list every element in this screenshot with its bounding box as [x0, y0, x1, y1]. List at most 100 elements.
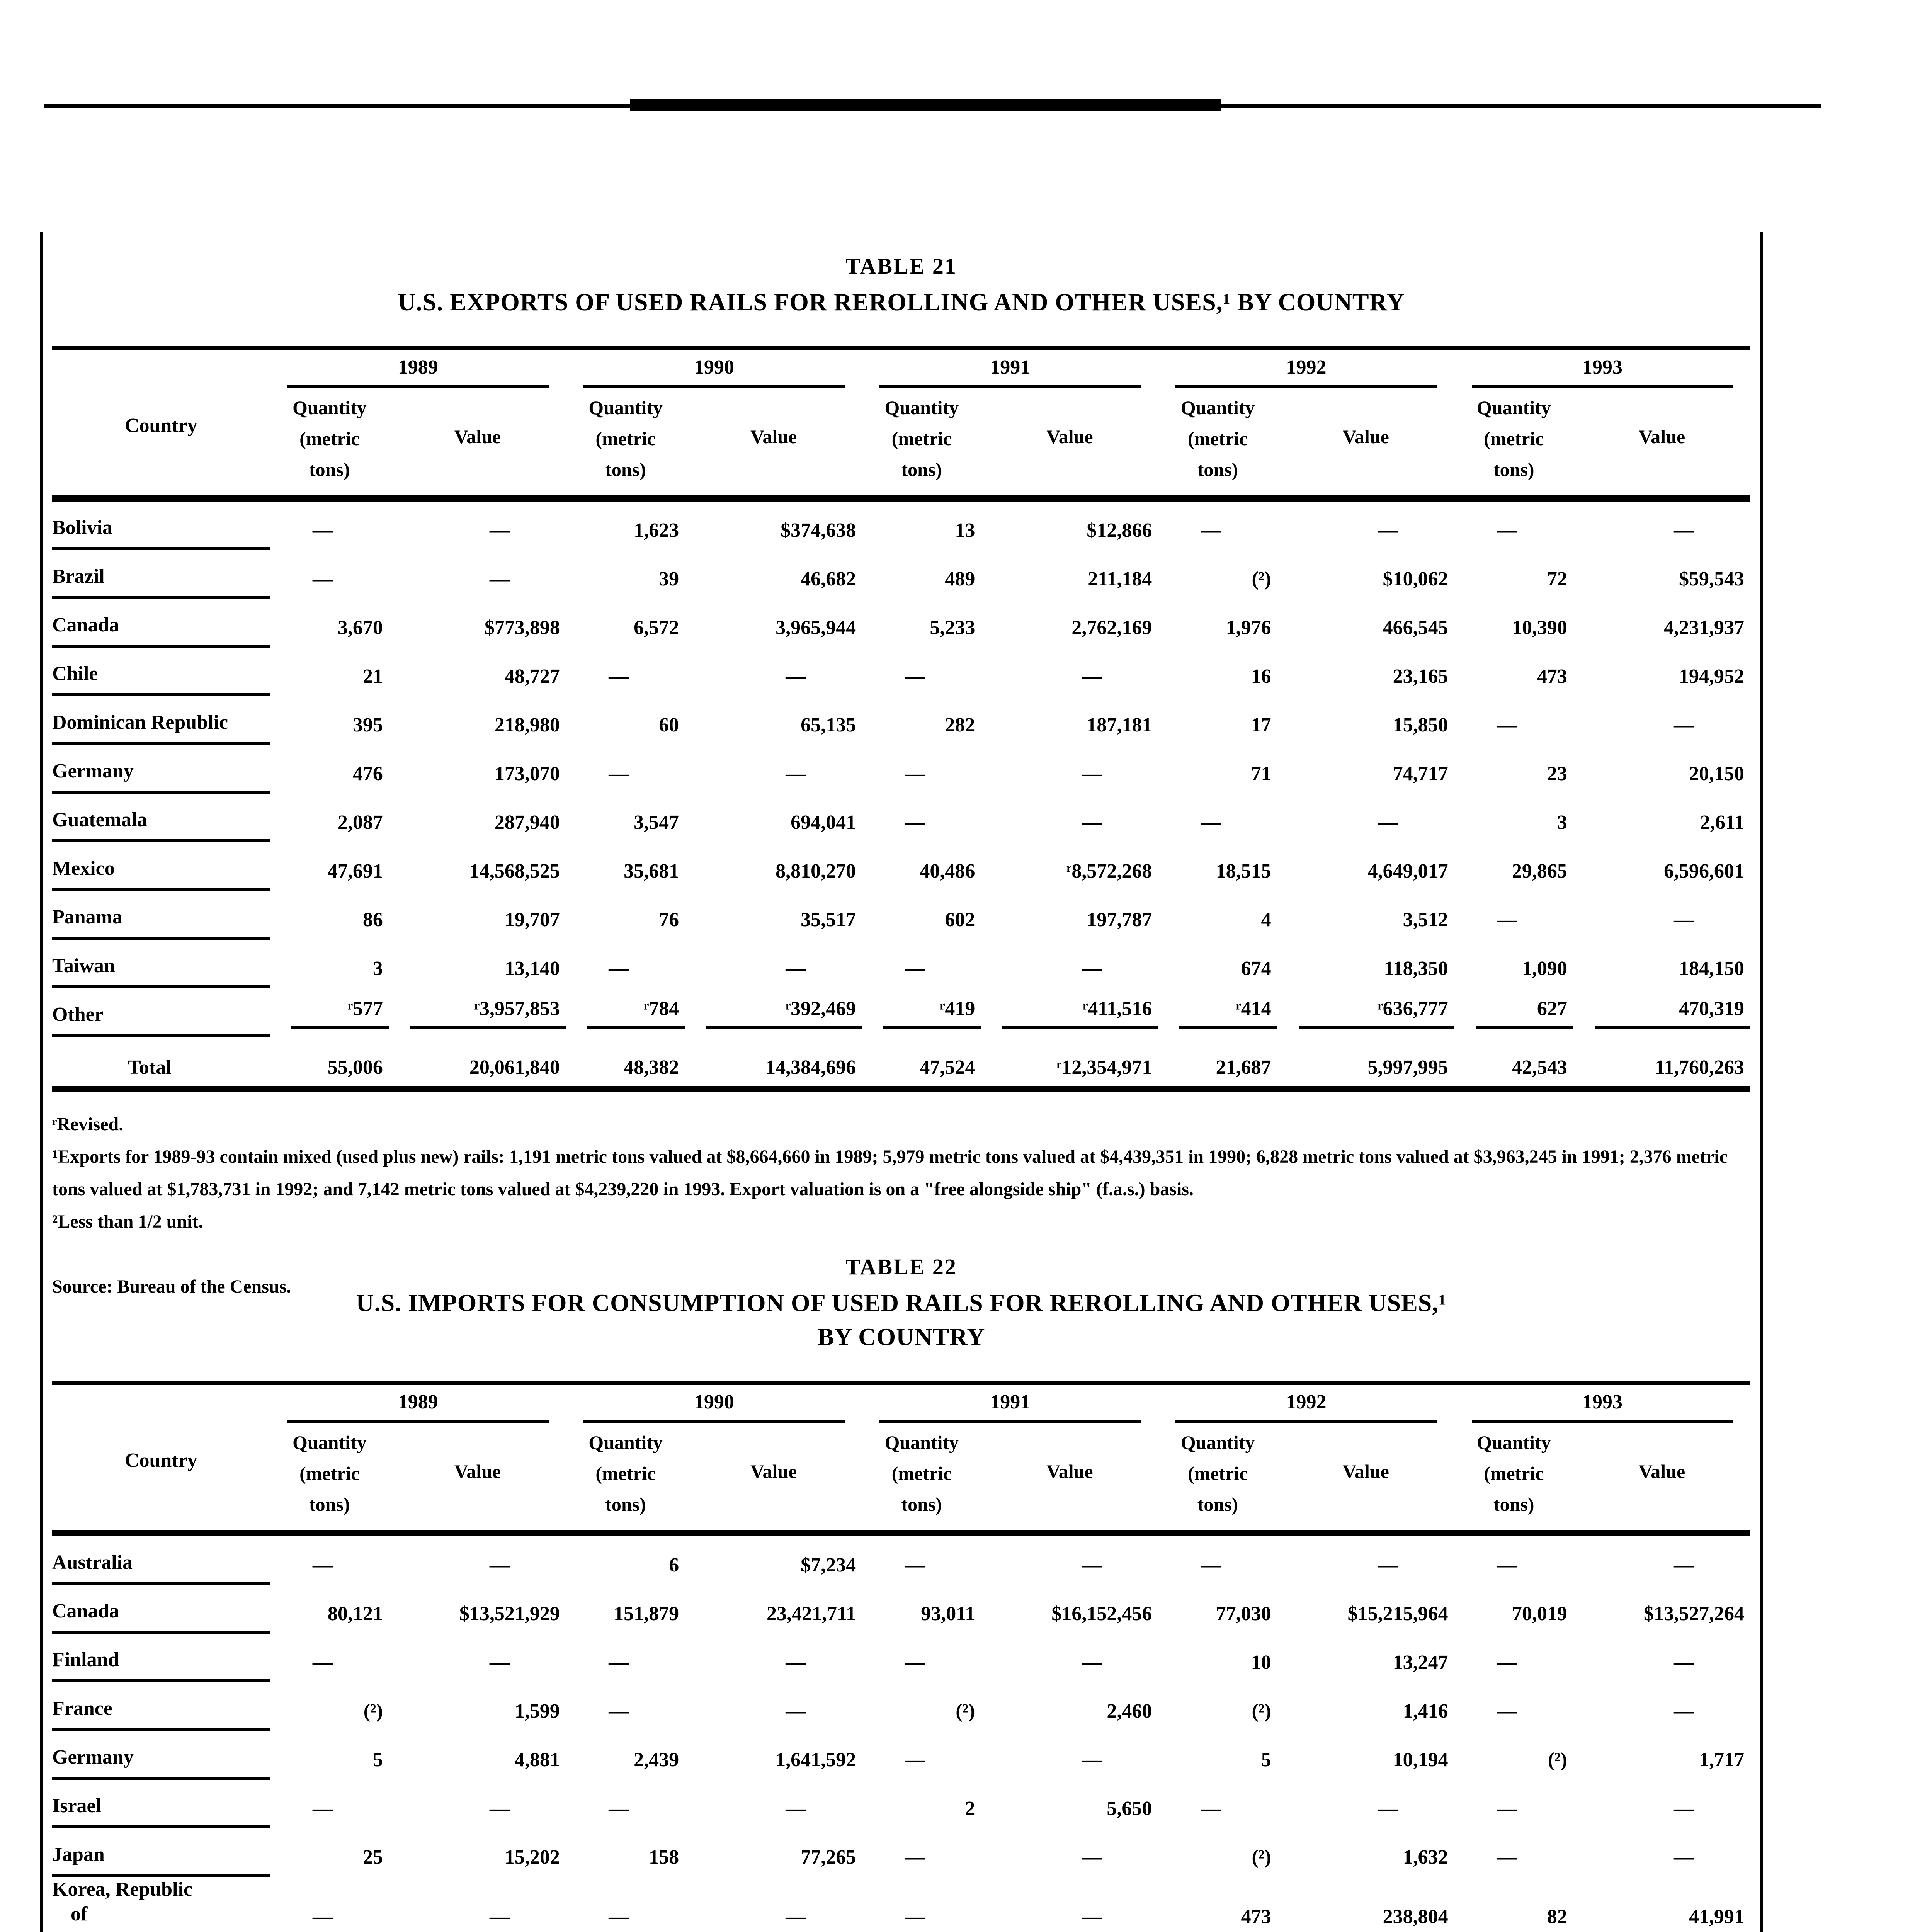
cell-text: ʳ392,469: [706, 997, 862, 1029]
value-cell: 5: [270, 1730, 389, 1778]
cell-text: —: [786, 1906, 806, 1928]
value-cell: ʳ414: [1158, 987, 1277, 1036]
value-cell: 2,611: [1573, 792, 1750, 841]
country-line: Dominican Republic: [52, 711, 228, 733]
cell-text: —: [312, 568, 333, 590]
cell-text: —: [905, 1846, 925, 1868]
cell-text: —: [1497, 519, 1517, 541]
country-cell: Israel: [52, 1778, 270, 1828]
value-cell: —: [1573, 1681, 1750, 1730]
year-header: 1993: [1454, 349, 1750, 388]
cell-text: 25: [362, 1846, 383, 1868]
year-label: 1993: [1471, 1391, 1733, 1423]
cell-text: 6,572: [634, 617, 679, 639]
value-cell: —: [1454, 695, 1573, 743]
quantity-header-line: Quantity: [884, 397, 959, 418]
cell-text: (²): [1252, 1700, 1271, 1722]
value-cell: $16,152,456: [981, 1583, 1158, 1632]
cell-text: 218,980: [494, 714, 560, 736]
table-row: Dominican Republic 395 218,980 60 65,135 282 1…: [52, 695, 1750, 745]
cell-text: —: [905, 763, 925, 785]
value-cell: 194,952: [1573, 646, 1750, 695]
column-header-quantity: Quantity (metric tons): [1454, 388, 1573, 502]
value-cell: 5,650: [981, 1778, 1158, 1827]
table-header: Country 1989 1990 1991 1992 1993 Quantity (metr…: [52, 1383, 1750, 1536]
value-cell: —: [566, 1778, 685, 1827]
value-cell: —: [270, 1533, 389, 1584]
country-line: Other: [52, 1003, 104, 1026]
cell-text: 48,382: [624, 1056, 679, 1078]
cell-text: —: [905, 1554, 925, 1576]
value-cell: 1,416: [1277, 1681, 1454, 1730]
value-cell: 2,460: [981, 1681, 1158, 1730]
country-cell: Guatemala: [52, 792, 270, 842]
top-horizontal-rule-thick-segment: [630, 99, 1221, 111]
cell-text: 16: [1251, 665, 1271, 687]
title-line: U.S. IMPORTS FOR CONSUMPTION OF USED RAI…: [356, 1289, 1447, 1316]
cell-text: 395: [352, 714, 383, 736]
value-cell: 3: [270, 938, 389, 987]
value-cell: 80,121: [270, 1583, 389, 1632]
cell-text: —: [609, 957, 629, 980]
value-cell: —: [862, 938, 981, 987]
cell-text: —: [312, 1798, 333, 1820]
value-cell: 238,804: [1277, 1876, 1454, 1932]
value-cell: 282: [862, 695, 981, 743]
quantity-header-line: Quantity: [1476, 397, 1551, 418]
cell-text: 466,545: [1383, 617, 1448, 639]
cell-text: 1,976: [1226, 617, 1271, 639]
value-cell: —: [1158, 498, 1277, 549]
quantity-header-line: tons): [605, 1493, 646, 1515]
cell-text: —: [1674, 1700, 1694, 1722]
cell-text: 17: [1251, 714, 1271, 736]
value-cell: —: [389, 1778, 566, 1827]
cell-text: 21: [362, 665, 383, 687]
cell-text: $773,898: [484, 617, 560, 639]
value-cell: 2,762,169: [981, 597, 1158, 646]
country-cell: Canada: [52, 597, 270, 648]
value-cell: —: [566, 938, 685, 987]
value-cell: —: [685, 743, 862, 792]
cell-text: $12,866: [1087, 519, 1152, 541]
cell-text: 1,632: [1403, 1846, 1448, 1868]
value-cell: 18,515: [1158, 841, 1277, 889]
table-body: Australia — — 6 $7,234 — — — — — — Canada 80,121 $13,…: [52, 1533, 1750, 1932]
cell-text: —: [1378, 1554, 1398, 1576]
value-cell: 16: [1158, 646, 1277, 695]
quantity-header-line: (metric: [1484, 1463, 1544, 1484]
value-cell: 74,717: [1277, 743, 1454, 792]
cell-text: $13,527,264: [1644, 1603, 1744, 1625]
country-cell: Other: [52, 987, 270, 1037]
total-value-cell: 11,760,263: [1573, 1036, 1750, 1089]
table-row: Australia — — 6 $7,234 — — — — — —: [52, 1533, 1750, 1585]
table-row: Panama 86 19,707 76 35,517 602 197,787 4 3,512 — —: [52, 889, 1750, 940]
cell-text: 71: [1251, 763, 1271, 785]
year-header: 1992: [1158, 349, 1454, 388]
value-cell: —: [685, 938, 862, 987]
cell-text: 194,952: [1679, 665, 1744, 687]
value-cell: 14,568,525: [389, 841, 566, 889]
cell-text: —: [905, 1749, 925, 1771]
value-cell: 118,350: [1277, 938, 1454, 987]
cell-text: —: [1201, 1798, 1221, 1820]
country-line: Bolivia: [52, 517, 113, 539]
country-cell: Japan: [52, 1827, 270, 1877]
cell-text: 20,061,840: [469, 1056, 560, 1078]
value-cell: 197,787: [981, 889, 1158, 938]
cell-text: 76: [659, 909, 679, 931]
cell-text: —: [1082, 1846, 1102, 1868]
value-cell: 395: [270, 695, 389, 743]
cell-text: —: [1497, 1846, 1517, 1868]
cell-text: 211,184: [1088, 568, 1152, 590]
cell-text: 3,965,944: [776, 617, 856, 639]
column-header-value: Value: [1277, 1423, 1454, 1536]
value-cell: 602: [862, 889, 981, 938]
value-cell: 93,011: [862, 1583, 981, 1632]
value-cell: 158: [566, 1827, 685, 1876]
cell-text: —: [786, 665, 806, 687]
cell-text: 65,135: [801, 714, 856, 736]
value-cell: 473: [1454, 646, 1573, 695]
value-cell: 13,247: [1277, 1632, 1454, 1681]
year-label: 1990: [583, 356, 845, 388]
value-cell: ʳ8,572,268: [981, 841, 1158, 889]
